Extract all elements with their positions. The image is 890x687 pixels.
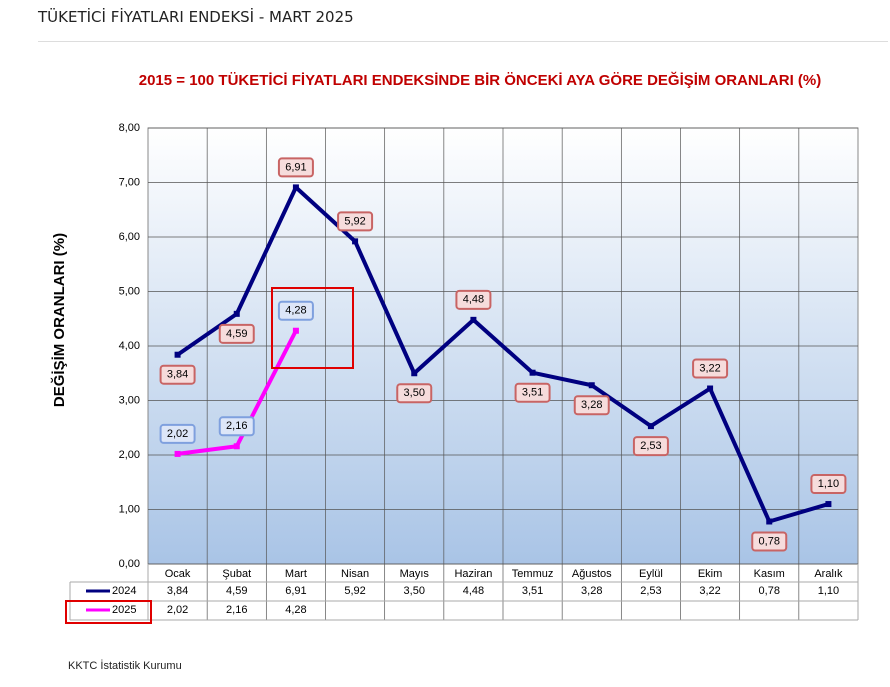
label-box [751, 531, 788, 552]
label-box [277, 157, 314, 178]
marker [529, 369, 536, 376]
marker [292, 327, 299, 334]
y-tick-label: 3,00 [119, 394, 140, 406]
highlight [271, 287, 354, 369]
separator [38, 41, 888, 42]
legend-label: 2025 [112, 604, 136, 616]
table-value: 4,59 [226, 585, 247, 597]
table-value: 3,22 [699, 585, 720, 597]
label-box [455, 289, 492, 310]
table-value: 2,53 [640, 585, 661, 597]
marker [174, 351, 181, 358]
label-box [218, 323, 255, 344]
x-tick-label: Mayıs [400, 568, 430, 580]
data-label: 5,92 [344, 215, 365, 227]
marker [233, 443, 240, 450]
label-box [277, 300, 314, 321]
highlight [65, 600, 152, 624]
table-value: 3,28 [581, 585, 602, 597]
marker [766, 518, 773, 525]
data-label: 3,84 [167, 369, 188, 381]
legend-label: 2024 [112, 585, 136, 597]
table-value: 2,02 [167, 604, 188, 616]
label-box [514, 382, 551, 403]
data-label: 0,78 [759, 535, 780, 547]
table-value: 4,28 [285, 604, 306, 616]
chart-title: 2015 = 100 TÜKETİCİ FİYATLARI ENDEKSİNDE… [138, 72, 822, 89]
y-tick-label: 8,00 [119, 122, 140, 134]
data-label: 4,48 [463, 294, 484, 306]
label-box [159, 423, 196, 444]
source: KKTC İstatistik Kurumu [68, 660, 182, 672]
data-label: 3,50 [404, 387, 425, 399]
label-box [159, 364, 196, 385]
x-tick-label: Nisan [341, 568, 369, 580]
x-tick-label: Eylül [639, 568, 663, 580]
label-box [810, 474, 847, 495]
data-label: 2,16 [226, 420, 247, 432]
marker [174, 450, 181, 457]
marker [233, 310, 240, 317]
y-tick-label: 0,00 [119, 558, 140, 570]
x-tick-label: Aralık [814, 568, 843, 580]
y-tick-label: 6,00 [119, 231, 140, 243]
y-axis-label: DEĞİŞİM ORANLARI (%) [50, 233, 68, 407]
page-title: TÜKETİCİ FİYATLARI ENDEKSİ - MART 2025 [38, 8, 354, 26]
table-value: 5,92 [344, 585, 365, 597]
data-label: 4,28 [285, 305, 306, 317]
table-value: 3,50 [404, 585, 425, 597]
table-value: 4,48 [463, 585, 484, 597]
marker [411, 370, 418, 377]
data-label: 3,28 [581, 399, 602, 411]
marker [707, 385, 714, 392]
x-tick-label: Temmuz [512, 568, 554, 580]
data-label: 3,51 [522, 387, 543, 399]
y-tick-label: 4,00 [119, 340, 140, 352]
table-value: 3,51 [522, 585, 543, 597]
table-value: 6,91 [285, 585, 306, 597]
label-box [218, 416, 255, 437]
label-box [573, 395, 610, 416]
marker [352, 238, 359, 245]
label-box [396, 383, 433, 404]
table-value: 0,78 [759, 585, 780, 597]
label-box [632, 436, 669, 457]
table-value: 1,10 [818, 585, 839, 597]
series-line [176, 185, 829, 524]
x-tick-label: Haziran [454, 568, 492, 580]
table-value: 2,16 [226, 604, 247, 616]
x-tick-label: Kasım [754, 568, 785, 580]
marker [292, 184, 299, 191]
label-box [337, 211, 374, 232]
x-tick-label: Ağustos [572, 568, 612, 580]
x-tick-label: Ocak [165, 568, 191, 580]
x-tick-label: Mart [285, 568, 307, 580]
data-label: 2,53 [640, 440, 661, 452]
table-value: 3,84 [167, 585, 188, 597]
data-label: 2,02 [167, 428, 188, 440]
y-tick-label: 5,00 [119, 285, 140, 297]
label-box [692, 358, 729, 379]
data-label: 3,22 [699, 362, 720, 374]
y-tick-label: 7,00 [119, 176, 140, 188]
y-tick-label: 2,00 [119, 449, 140, 461]
data-label: 4,59 [226, 328, 247, 340]
marker [470, 316, 477, 323]
marker [647, 423, 654, 430]
marker [588, 382, 595, 389]
x-tick-label: Şubat [222, 568, 251, 580]
data-label: 1,10 [818, 478, 839, 490]
marker [825, 501, 832, 508]
data-label: 6,91 [285, 161, 306, 173]
x-tick-label: Ekim [698, 568, 722, 580]
y-tick-label: 1,00 [119, 503, 140, 515]
